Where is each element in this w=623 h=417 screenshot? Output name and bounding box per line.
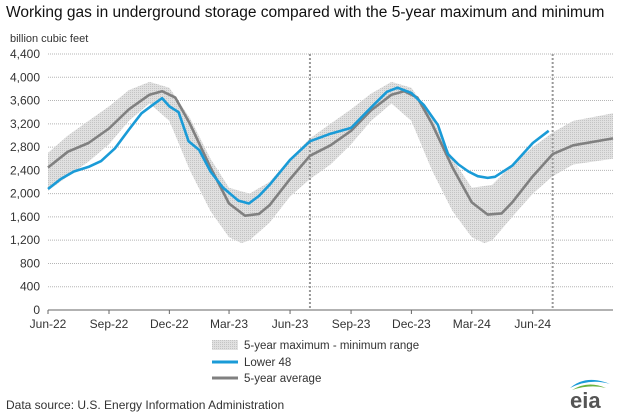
y-tick-label: 2,800: [10, 140, 40, 154]
axes: 0 400 800 1,200 1,600 2,000 2,400 2,800 3,200 3,6…: [10, 47, 613, 331]
legend-label-lower48: Lower 48: [244, 357, 291, 369]
y-tick-label: 2,000: [10, 187, 40, 201]
x-tick-label: Mar-24: [453, 317, 491, 331]
x-tick-label: Jun-22: [30, 317, 67, 331]
y-tick-label: 3,200: [10, 117, 40, 131]
x-tick-label: Dec-22: [150, 317, 189, 331]
y-tick-label: 1,200: [10, 233, 40, 247]
legend-label-average: 5-year average: [244, 373, 321, 385]
y-tick-label: 2,400: [10, 163, 40, 177]
x-tick-label: Jun-24: [514, 317, 551, 331]
x-tick-label: Jun-23: [272, 317, 309, 331]
y-tick-label: 4,000: [10, 70, 40, 84]
eia-logo: eia: [556, 376, 618, 413]
legend-swatch-range: [212, 340, 238, 350]
y-tick-label: 3,600: [10, 94, 40, 108]
series-layer: [47, 86, 614, 217]
grid-lines: [48, 53, 613, 288]
y-axis-label: billion cubic feet: [10, 33, 89, 45]
x-tick-label: Sep-23: [332, 317, 371, 331]
y-tick-label: 4,400: [10, 47, 40, 61]
logo-swoosh-green: [572, 384, 606, 390]
x-tick-label: Mar-23: [210, 317, 248, 331]
x-tick-label: Dec-23: [392, 317, 431, 331]
divider-lines: [308, 54, 554, 310]
y-tick-label: 0: [33, 303, 40, 317]
five-year-average-line: [47, 89, 614, 217]
logo-text: eia: [570, 388, 601, 412]
x-tick-label: Sep-22: [90, 317, 129, 331]
data-source-note: Data source: U.S. Energy Information Adm…: [6, 398, 285, 412]
legend: 5-year maximum - minimum range Lower 48 5-…: [212, 340, 419, 385]
logo-swoosh-blue: [570, 379, 610, 388]
legend-label-range: 5-year maximum - minimum range: [244, 340, 419, 352]
y-tick-label: 1,600: [10, 210, 40, 224]
lower48-line: [47, 86, 550, 205]
y-tick-label: 800: [20, 256, 40, 270]
y-tick-label: 400: [20, 280, 40, 294]
chart-title: Working gas in underground storage compa…: [6, 4, 605, 21]
